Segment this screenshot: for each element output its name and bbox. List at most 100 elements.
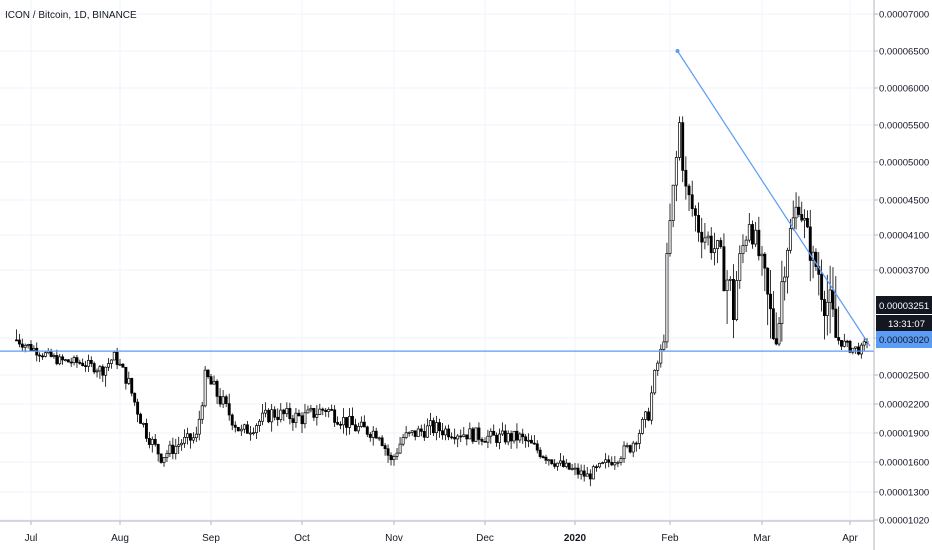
candle (637, 429, 641, 450)
candle (248, 425, 252, 441)
trendline-anchor[interactable] (675, 49, 680, 53)
candle (622, 441, 626, 463)
candle (398, 437, 402, 454)
candle (678, 116, 681, 161)
candle (75, 354, 79, 368)
candle (324, 407, 328, 417)
candle (276, 408, 280, 426)
candle (763, 252, 767, 292)
candle (665, 242, 669, 349)
candle (794, 192, 798, 230)
candle (823, 290, 826, 340)
candle (356, 422, 360, 434)
candle (124, 366, 128, 390)
candle (209, 373, 213, 385)
candle (628, 444, 632, 454)
candle (857, 342, 860, 356)
candle (697, 202, 701, 242)
candle (389, 452, 393, 466)
candle (273, 406, 277, 421)
candle (766, 267, 770, 326)
candle (95, 368, 99, 378)
candle (489, 428, 493, 444)
candle (760, 246, 764, 276)
candle (564, 458, 568, 469)
candle (191, 432, 195, 444)
candle (492, 424, 496, 436)
price-tick-label: 0.00002500 (879, 371, 929, 382)
candle (495, 432, 499, 447)
time-tick-label: Feb (661, 533, 679, 544)
candle (644, 411, 647, 428)
candle (84, 360, 87, 372)
candle (610, 456, 614, 467)
candle (300, 412, 304, 434)
candle (820, 259, 824, 312)
candle (845, 339, 849, 348)
descending-trendline[interactable] (677, 50, 871, 347)
candle (728, 276, 732, 292)
candle (456, 433, 460, 448)
candle (374, 427, 378, 439)
candle (769, 269, 772, 339)
candle (43, 350, 47, 358)
candle (312, 407, 316, 421)
candle (722, 233, 726, 292)
candle (303, 403, 307, 429)
candle (189, 433, 192, 449)
candle (547, 458, 551, 466)
candle (215, 379, 219, 404)
candle (336, 416, 340, 426)
time-tick-label: Mar (753, 533, 771, 544)
candle (550, 459, 554, 465)
candle (744, 235, 748, 253)
candle (139, 412, 142, 424)
candle (162, 457, 166, 467)
candle (524, 434, 528, 448)
candle (66, 359, 70, 363)
candle (142, 422, 145, 428)
candle (747, 213, 751, 243)
price-tick-label: 0.00001600 (879, 458, 929, 469)
candle (716, 239, 720, 264)
candle (236, 426, 240, 432)
candle (814, 248, 818, 272)
candle (825, 274, 829, 336)
candle (206, 369, 210, 379)
candle (662, 334, 666, 352)
candle (327, 407, 331, 418)
candle (553, 459, 557, 469)
svg-text:13:31:07: 13:31:07 (888, 319, 925, 330)
candle (245, 420, 249, 434)
candle (530, 435, 533, 444)
candle (330, 404, 334, 411)
candle (386, 444, 390, 463)
candle (797, 196, 801, 218)
candle (78, 359, 82, 365)
candle (619, 455, 623, 466)
candle (598, 462, 601, 469)
candle (840, 340, 843, 351)
candle (258, 418, 261, 432)
candle (706, 231, 710, 246)
candle (808, 209, 812, 282)
time-tick-label: Jul (25, 533, 38, 544)
candle (255, 423, 258, 440)
candle (588, 469, 592, 487)
candle (413, 430, 417, 441)
candle (362, 415, 366, 428)
candle (422, 423, 426, 441)
candle (29, 340, 33, 352)
candle (805, 210, 809, 229)
candle (180, 439, 184, 451)
candle (573, 463, 577, 476)
candle (431, 417, 435, 437)
candle (183, 429, 187, 448)
candle (72, 355, 76, 366)
price-tick-label: 0.00001900 (879, 429, 929, 440)
candle (165, 450, 169, 462)
candle (561, 455, 565, 468)
candle (780, 260, 784, 342)
candle (634, 441, 638, 452)
